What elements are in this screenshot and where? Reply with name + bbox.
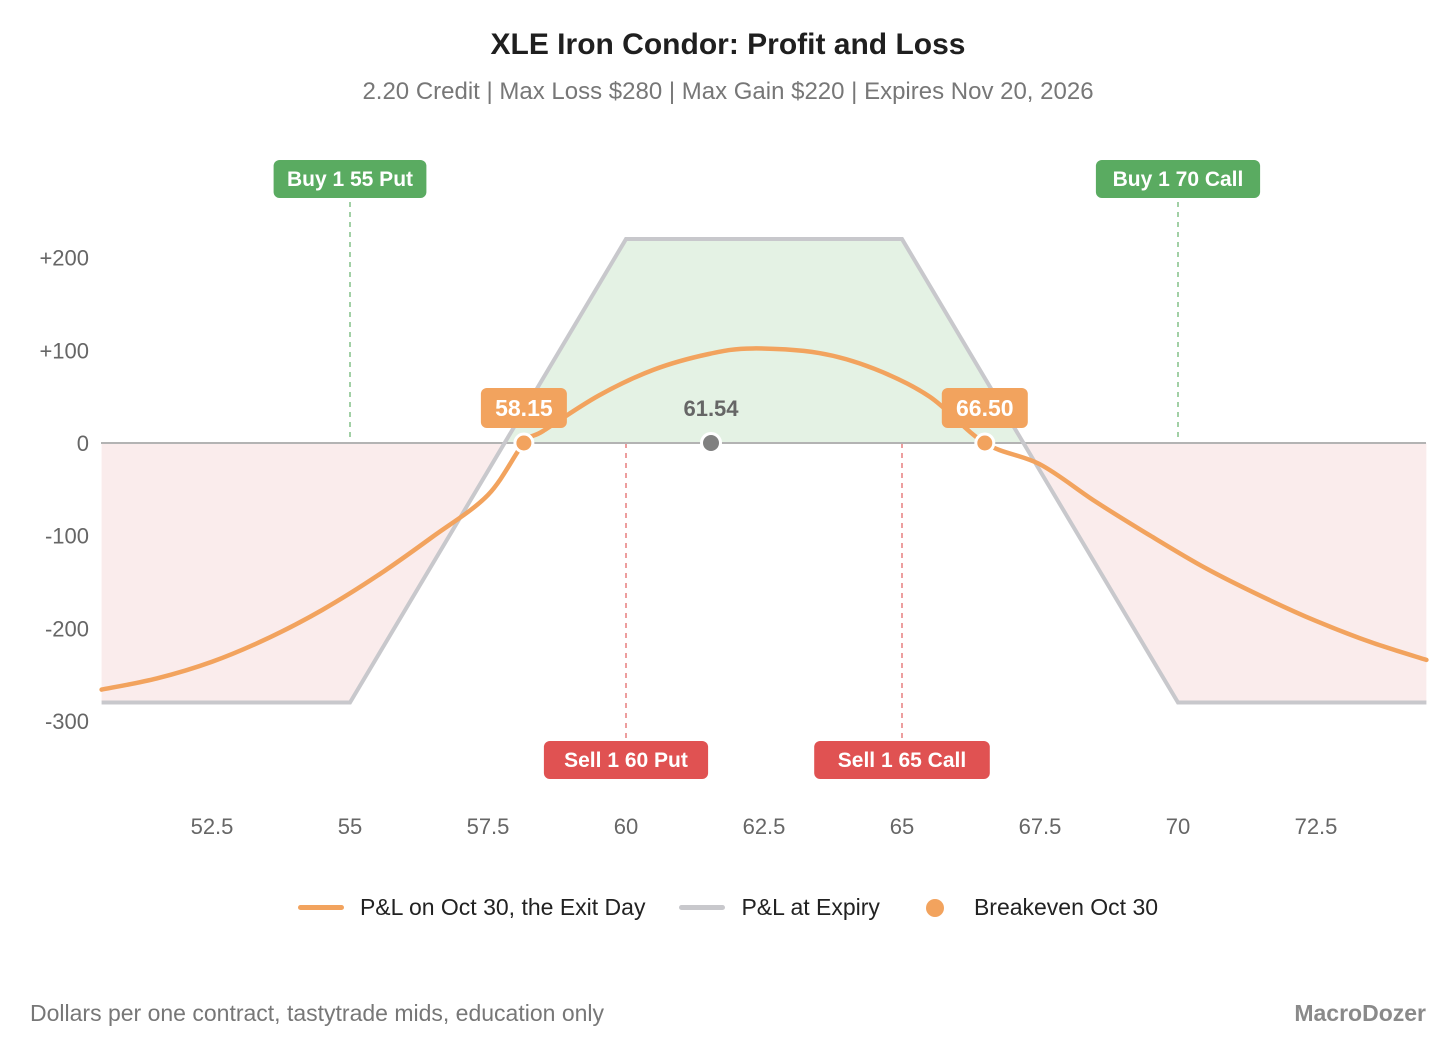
legend-label-expiry: P&L at Expiry [741, 894, 880, 920]
breakeven-label-bg [941, 388, 1028, 428]
breakeven-label: 66.50 [956, 395, 1014, 421]
y-tick-label: +200 [39, 246, 89, 271]
y-tick-label: +100 [39, 338, 89, 363]
leg-label-bg-55 [273, 160, 427, 198]
chart-title: XLE Iron Condor: Profit and Loss [490, 28, 966, 61]
leg-label-bg-65 [814, 741, 990, 779]
x-tick-label: 60 [614, 814, 638, 839]
x-tick-label: 55 [338, 814, 362, 839]
x-tick-label: 65 [890, 814, 914, 839]
legend-swatch-expiry [679, 905, 726, 910]
legend-item-exit-day: P&L on Oct 30, the Exit Day [297, 894, 646, 921]
x-tick-label: 70 [1166, 814, 1190, 839]
y-tick-label: -300 [45, 709, 89, 734]
x-tick-label: 67.5 [1019, 814, 1062, 839]
x-tick-label: 62.5 [743, 814, 786, 839]
breakeven-point [513, 432, 535, 454]
brand-logo-text: MacroDozer [1294, 1000, 1426, 1026]
current-price-point [700, 432, 723, 454]
legend-swatch-exit-day [297, 905, 344, 910]
leg-label-55: Buy 1 55 Put [287, 168, 413, 191]
breakeven-label-bg [480, 388, 567, 428]
chart-legend: P&L on Oct 30, the Exit Day P&L at Expir… [0, 894, 1456, 921]
breakeven-point [974, 432, 996, 454]
x-tick-label: 72.5 [1295, 814, 1338, 839]
legend-item-expiry: P&L at Expiry [679, 894, 880, 921]
footer-note: Dollars per one contract, tastytrade mid… [30, 1000, 605, 1026]
leg-label-65: Sell 1 65 Call [838, 749, 966, 772]
y-tick-label: -200 [45, 616, 89, 641]
leg-label-70: Buy 1 70 Call [1113, 168, 1244, 191]
breakeven-label: 58.15 [495, 395, 553, 421]
loss-region-left [101, 443, 505, 703]
profit-region [504, 239, 1024, 443]
leg-label-bg-60 [543, 741, 709, 779]
x-tick-label: 57.5 [467, 814, 510, 839]
chart-subtitle: 2.20 Credit | Max Loss $280 | Max Gain $… [362, 78, 1094, 105]
series-line-exit-day [99, 346, 1429, 692]
current-price-label: 61.54 [683, 396, 739, 421]
leg-label-60: Sell 1 60 Put [564, 749, 688, 772]
leg-label-bg-70 [1095, 160, 1261, 198]
loss-region-right [1023, 443, 1427, 703]
series-line-expiry [101, 237, 1427, 705]
y-tick-label: 0 [77, 431, 89, 456]
x-tick-label: 52.5 [191, 814, 234, 839]
y-tick-label: -100 [45, 524, 89, 549]
legend-item-breakeven: Breakeven Oct 30 [914, 894, 1158, 921]
legend-label-exit-day: P&L on Oct 30, the Exit Day [359, 894, 646, 920]
pnl-chart: +200 +100 0 -100 -200 -300 52.5 55 57.5 60 62.5 65 6… [39, 160, 1429, 839]
legend-label-breakeven: Breakeven Oct 30 [973, 894, 1159, 920]
legend-swatch-breakeven [925, 898, 944, 917]
